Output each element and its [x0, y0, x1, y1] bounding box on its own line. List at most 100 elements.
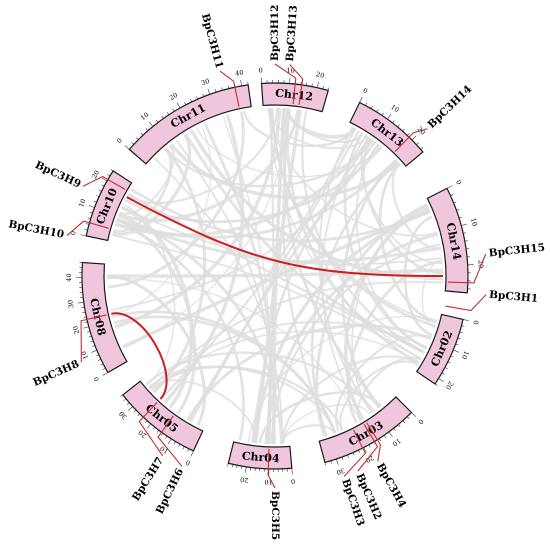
synteny-link: [116, 158, 398, 239]
tick-mark: [110, 168, 114, 172]
synteny-link: [111, 310, 336, 434]
tick-mark: [420, 147, 424, 150]
synteny-link: [112, 147, 173, 233]
tick-label: 30: [335, 466, 345, 476]
tick-mark: [438, 378, 444, 382]
tick-label: 40: [65, 273, 73, 281]
tick-mark: [383, 435, 387, 438]
tick-mark: [137, 413, 140, 417]
tick-label: 10: [460, 350, 471, 361]
tick-mark: [184, 102, 187, 105]
tick-mark: [172, 108, 175, 112]
gene-bpc3h15: BpC3H15: [447, 242, 546, 284]
synteny-link: [116, 218, 197, 415]
tick-label: 20: [90, 169, 101, 180]
tick-mark: [453, 201, 457, 204]
tick-label: 20: [168, 91, 179, 102]
tick-mark: [87, 331, 91, 333]
gene-bpc3h12: BpC3H12: [269, 5, 297, 105]
tick-label: 10: [286, 66, 295, 75]
synteny-link: [169, 142, 400, 200]
gene-bpc3h1: BpC3H1: [445, 289, 539, 312]
tick-mark: [322, 86, 324, 90]
synteny-link: [145, 351, 376, 413]
tick-mark: [461, 223, 468, 226]
tick-mark: [190, 450, 194, 457]
tick-label: 10: [391, 437, 402, 448]
tick-mark: [178, 443, 181, 447]
tick-mark: [145, 128, 149, 131]
tick-mark: [402, 128, 405, 132]
tick-label: 10: [77, 198, 87, 209]
tick-mark: [156, 119, 159, 123]
gene-label: BpC3H4: [374, 461, 408, 510]
tick-mark: [291, 468, 293, 475]
tick-mark: [107, 174, 111, 177]
tick-mark: [330, 460, 332, 464]
tick-mark: [227, 463, 229, 467]
synteny-link: [107, 111, 245, 289]
tick-label: 0: [92, 375, 101, 383]
tick-mark: [187, 448, 190, 452]
tick-mark: [102, 372, 109, 376]
tick-mark: [80, 234, 87, 237]
synteny-link: [288, 108, 365, 143]
tick-mark: [378, 438, 381, 442]
tick-label: 0: [184, 458, 191, 467]
synteny-link: [378, 162, 437, 324]
tick-mark: [83, 316, 87, 318]
tick-label: 30: [66, 299, 75, 308]
tick-label: 20: [476, 260, 484, 269]
synteny-link: [186, 324, 432, 421]
tick-mark: [456, 209, 460, 211]
gene-label: BpC3H14: [425, 83, 474, 131]
tick-label: 20: [364, 454, 375, 465]
gene-label: BpC3H6: [154, 467, 186, 516]
tick-label: 0: [291, 477, 296, 485]
synteny-link: [195, 127, 382, 178]
tick-mark: [347, 454, 349, 458]
tick-mark: [450, 194, 454, 196]
tick-mark: [120, 394, 124, 397]
tick-mark: [236, 465, 238, 469]
chromosome-chr04: 0 10 20 Chr04: [227, 441, 296, 486]
tick-mark: [398, 424, 401, 427]
tick-mark: [77, 301, 84, 304]
synteny-link: [149, 379, 257, 443]
tick-mark: [82, 311, 86, 313]
tick-mark: [140, 132, 144, 136]
gene-bpc3h5: BpC3H5: [267, 448, 281, 540]
tick-mark: [93, 200, 97, 203]
tick-mark: [388, 431, 393, 437]
gene-marker-line: [343, 429, 367, 477]
tick-label: 0: [454, 179, 463, 186]
synteny-link: [148, 365, 336, 434]
tick-mark: [407, 133, 410, 136]
tick-mark: [458, 216, 462, 219]
synteny-link: [110, 143, 381, 312]
tick-mark: [102, 367, 106, 370]
tick-mark: [124, 145, 130, 150]
gene-marker-line: [219, 70, 240, 107]
synteny-link: [114, 108, 282, 329]
tick-mark: [82, 326, 89, 329]
tick-mark: [240, 79, 242, 86]
tick-mark: [148, 121, 154, 127]
tick-label: 10: [159, 444, 170, 455]
tick-mark: [441, 372, 445, 375]
tick-label: 40: [235, 68, 245, 77]
chromosome-block: [85, 170, 133, 242]
gene-marker-line: [82, 175, 126, 190]
tick-mark: [240, 466, 243, 470]
tick-mark: [190, 99, 192, 103]
tick-mark: [207, 88, 211, 95]
tick-mark: [84, 229, 88, 231]
tick-label: 10: [80, 350, 91, 361]
tick-mark: [381, 112, 384, 116]
gene-marker-line: [157, 415, 183, 467]
tick-mark: [392, 120, 395, 124]
